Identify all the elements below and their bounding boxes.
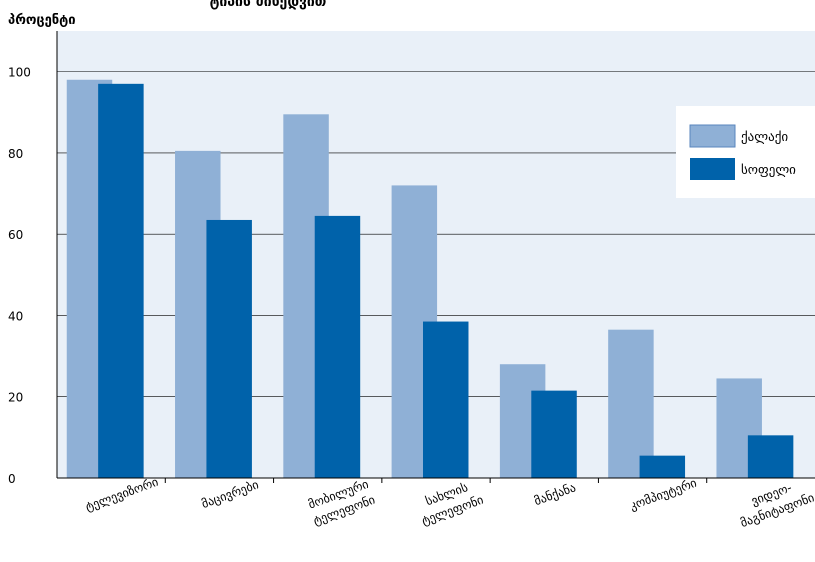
bar-village bbox=[531, 390, 577, 478]
x-tick-label: მანქანა bbox=[532, 480, 577, 508]
x-tick-label-group: ვიდეო-მაგნიტაფონი bbox=[738, 480, 815, 530]
legend-swatch bbox=[690, 158, 735, 180]
bar-village bbox=[98, 83, 144, 478]
y-tick-label: 100 bbox=[8, 66, 31, 80]
legend-box bbox=[676, 106, 815, 198]
y-tick-label: 60 bbox=[8, 228, 23, 242]
chart-title: ტიპის მიხედვით bbox=[210, 0, 327, 10]
y-tick-labels: 0 20 40 60 80 100 bbox=[8, 66, 31, 486]
legend-label: სოფელი bbox=[741, 163, 796, 178]
bar-village bbox=[423, 321, 469, 478]
legend: ქალაქი სოფელი bbox=[676, 106, 815, 198]
y-tick-label: 0 bbox=[8, 472, 16, 486]
bar-city bbox=[608, 329, 654, 478]
x-tick-label: მაცივრები bbox=[200, 477, 261, 511]
x-tick-label-group: კომპიუტერი bbox=[628, 476, 699, 513]
bar-village bbox=[639, 455, 686, 478]
x-tick-label: კომპიუტერი bbox=[628, 476, 699, 513]
bar-village bbox=[314, 215, 361, 479]
x-tick-label-group: ტელევიზორი bbox=[83, 475, 160, 514]
y-tick-label: 80 bbox=[8, 147, 23, 161]
y-axis-label: პროცენტი bbox=[8, 13, 76, 28]
y-tick-label: 20 bbox=[8, 391, 23, 405]
x-tick-label-group: მაცივრები bbox=[200, 477, 261, 511]
x-tick-label-group: მანქანა bbox=[532, 480, 577, 508]
legend-swatch bbox=[689, 124, 736, 148]
x-tick-label: ტელევიზორი bbox=[83, 475, 160, 514]
y-tick-label: 40 bbox=[8, 309, 23, 323]
bar-village bbox=[206, 219, 252, 478]
bar-village bbox=[747, 435, 794, 478]
legend-label: ქალაქი bbox=[741, 130, 788, 145]
bars bbox=[66, 79, 794, 479]
axes bbox=[56, 31, 815, 483]
